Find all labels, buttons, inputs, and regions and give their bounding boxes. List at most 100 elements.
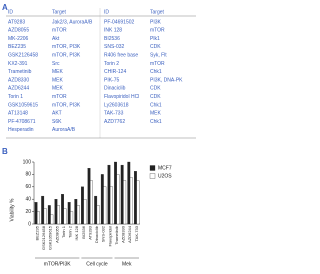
bar [127, 161, 131, 225]
bar [41, 195, 45, 225]
x-tick-label: AZD6244 [127, 225, 132, 243]
table-cell: GSK1059615 [8, 102, 38, 108]
bar [83, 199, 87, 225]
table-cell: MEK [52, 77, 64, 83]
bar [136, 180, 140, 225]
table-cell: Chk1 [150, 119, 162, 125]
table-cell: Jak2/3, AuroraA/B [52, 19, 93, 25]
table-header: Target [52, 9, 67, 15]
table-cell: AZD8055 [8, 28, 29, 34]
bar [100, 174, 104, 225]
y-tick-label: 60 [25, 184, 31, 190]
table-cell: AKT [52, 111, 62, 117]
table-cell: Torin 1 [8, 94, 23, 100]
table-cell: MEK [52, 69, 64, 75]
table-cell: AZD8330 [8, 77, 29, 83]
table-cell: MEK [52, 86, 64, 92]
table-cell: mTOR [52, 94, 67, 100]
table-cell: R406 free base [104, 53, 138, 59]
table-cell: TAK-733 [104, 111, 124, 117]
bar [37, 211, 40, 225]
y-tick-label: 100 [23, 159, 32, 165]
table-cell: Dinaciclib [104, 86, 126, 92]
bar [120, 164, 124, 225]
bar [116, 174, 120, 225]
group-label: Mek [122, 261, 132, 267]
table-cell: Chk1 [150, 102, 162, 108]
bar [110, 186, 113, 225]
table-cell: AZD6244 [8, 86, 29, 92]
group-label: mTOR/PI3K [44, 261, 72, 267]
bar [87, 168, 91, 225]
table-cell: PF-04691502 [104, 19, 135, 25]
table-cell: GSK2126458 [8, 53, 38, 59]
x-tick-label: AZD8055 [54, 225, 59, 243]
table-cell: Trametinib [8, 69, 32, 75]
y-tick-label: 0 [28, 221, 31, 227]
y-tick-label: 80 [25, 172, 31, 178]
bar [76, 205, 80, 225]
table-cell: Akt [52, 36, 60, 42]
legend-swatch [149, 173, 156, 179]
table-cell: KX2-391 [8, 61, 28, 67]
y-axis-label: Viability % [9, 198, 15, 222]
table-cell: Hesperadin [8, 127, 34, 133]
bar [90, 180, 93, 225]
y-tick-label: 40 [25, 197, 31, 203]
table-cell: CDK [150, 86, 161, 92]
bar [43, 208, 47, 225]
y-tick-label: 20 [25, 209, 31, 215]
bar [107, 164, 111, 225]
table-cell: AZD7762 [104, 119, 125, 125]
table-cell: Syk, Flt [150, 53, 167, 59]
table-cell: SNS-032 [104, 44, 125, 50]
table-cell: PIK-75 [104, 77, 120, 83]
table-cell: INK 128 [104, 28, 122, 34]
table-cell: BI2536 [104, 36, 120, 42]
table-cell: PI3K, DNA-PK [150, 77, 183, 83]
table-cell: mTOR [52, 28, 67, 34]
x-tick-label: BI2536 [81, 225, 86, 238]
table-cell: CDK [150, 94, 161, 100]
x-tick-label: BEZ235 [34, 225, 39, 240]
table-cell: MEK [150, 111, 162, 117]
table-cell: Flavopiridol HCl [104, 94, 139, 100]
bar [34, 202, 38, 225]
legend-swatch [149, 165, 156, 171]
bar [96, 205, 100, 225]
x-tick-label: TAK-733 [134, 225, 139, 241]
x-tick-label: Dinaciclib [94, 225, 99, 243]
x-tick-label: AT9283 [87, 225, 92, 239]
table-cell: AT13148 [8, 111, 28, 117]
table-cell: MK-2206 [8, 36, 29, 42]
bar [54, 199, 58, 225]
group-label: Cell cycle [86, 261, 108, 267]
table-cell: AT9283 [8, 19, 25, 25]
table-cell: Src [52, 61, 60, 67]
bar [57, 205, 60, 225]
x-tick-label: GSK2126458 [41, 225, 46, 250]
bar [134, 171, 137, 225]
bar [103, 186, 107, 225]
x-tick-label: INK 128 [74, 225, 79, 240]
bar [67, 202, 71, 225]
table-cell: AuroraA/B [52, 127, 76, 133]
table-cell: CHIR-124 [104, 69, 126, 75]
panel-label: B [2, 147, 8, 156]
bar [70, 211, 74, 225]
table-cell: PI3K [150, 19, 162, 25]
table-cell: Chk1 [150, 69, 162, 75]
x-tick-label: SNS-032 [101, 225, 106, 242]
bar [50, 214, 54, 225]
bar [61, 194, 64, 225]
legend-label: U2OS [158, 173, 172, 179]
legend-label: MCF7 [158, 165, 172, 171]
x-tick-label: Torin 2 [68, 225, 73, 238]
bar [123, 180, 127, 225]
table-cell: Ly2603618 [104, 102, 129, 108]
bar [81, 186, 84, 225]
table-cell: CDK [150, 44, 161, 50]
bar [129, 177, 133, 225]
x-tick-label: GSK1059615 [48, 225, 53, 250]
x-tick-label: AZD8330 [121, 225, 126, 243]
